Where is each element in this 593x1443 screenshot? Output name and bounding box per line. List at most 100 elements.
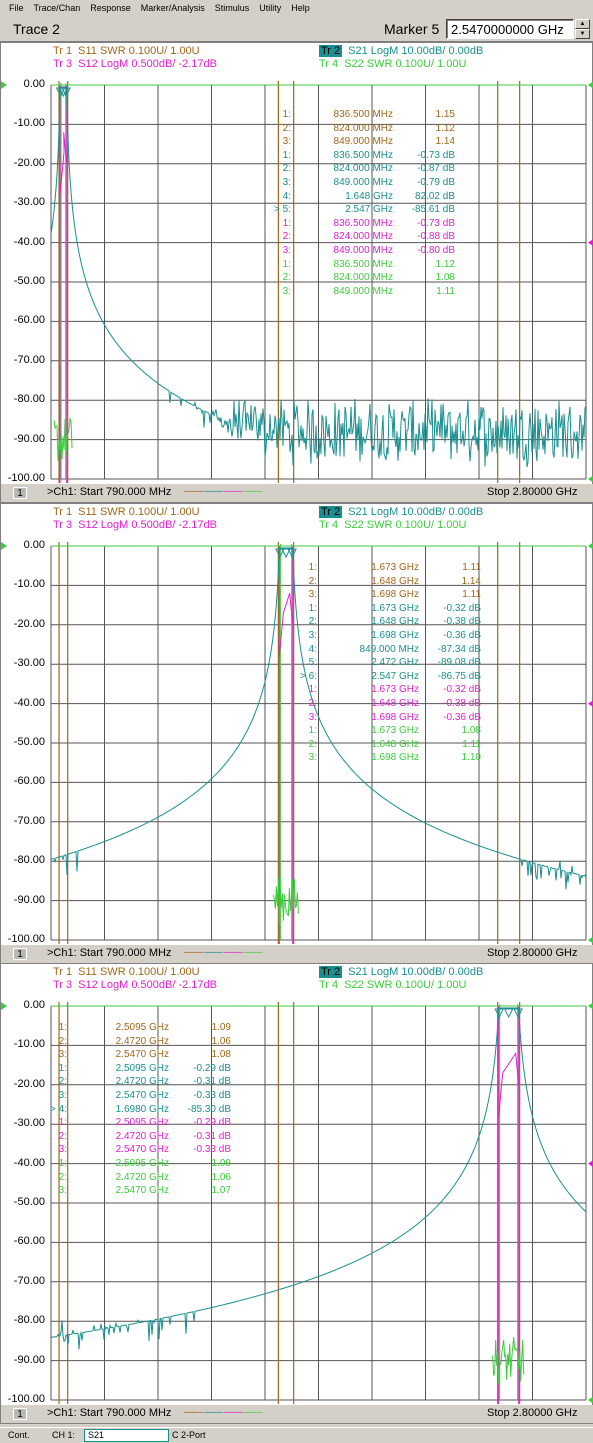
marker-readout-row: > 4: 1.6980 GHz -85.30 dB [39, 1104, 231, 1115]
trace-header-tr4[interactable]: Tr 4 S22 SWR 0.100U/ 1.00U [319, 979, 466, 991]
marker-frequency: 2.5470 GHz [115, 1049, 169, 1061]
trace-name: Tr 2 [319, 966, 343, 978]
marker-number: 2: [58, 1130, 67, 1142]
trace-panel-1[interactable]: Tr 1 S11 SWR 0.100U/ 1.00U Tr 2 S21 LogM 10… [0, 42, 593, 503]
marker-value: 1.10 [461, 752, 481, 764]
marker-readout-row: 1: 2.5095 GHz 1.09 [39, 1022, 231, 1033]
marker-readout-row: 1: 1.673 GHz 1.11 [289, 562, 481, 573]
marker-frequency: 849.000 MHz [359, 643, 419, 655]
channel-footer: 1 >Ch1: Start 790.000 MHz —— —— —— —— Stop … [1, 1405, 593, 1423]
menu-marker-analysis[interactable]: Marker/Analysis [140, 3, 205, 13]
marker-number: 3: [308, 752, 317, 764]
trace-plot[interactable] [1, 43, 593, 504]
marker-number: 1: [282, 217, 291, 229]
marker-frequency: 1.6980 GHz [115, 1103, 169, 1115]
marker-value: 1.11 [462, 562, 481, 573]
trace-header-tr1[interactable]: Tr 1 S11 SWR 0.100U/ 1.00U [53, 45, 200, 57]
marker-number: 3: [308, 711, 317, 723]
trace-plot[interactable] [1, 504, 593, 965]
trace-header-tr3[interactable]: Tr 3 S12 LogM 0.500dB/ -2.17dB [53, 519, 217, 531]
y-tick-label: -50.00 [13, 736, 45, 748]
marker-value: -0.32 dB [443, 684, 481, 696]
menu-trace-chan[interactable]: Trace/Chan [33, 3, 81, 13]
marker-readout-row: 1: 836.500 MHz -0.73 dB [263, 218, 455, 229]
menu-help[interactable]: Help [291, 3, 310, 13]
marker-frequency: 1.648 GHz [371, 575, 419, 587]
marker-readout-row: 3: 849.000 MHz -0.79 dB [263, 177, 455, 188]
stop-frequency[interactable]: Stop 2.80000 GHz [487, 1407, 578, 1419]
trace-param: S11 SWR 0.100U/ 1.00U [78, 966, 200, 978]
marker-readout-row: 1: 1.673 GHz -0.32 dB [289, 603, 481, 614]
marker-spinner[interactable]: ▲ ▼ [575, 19, 590, 39]
marker-value: -0.73 dB [417, 149, 455, 161]
ref-arrow-icon [588, 475, 593, 483]
menu-stimulus[interactable]: Stimulus [214, 3, 250, 13]
start-frequency[interactable]: >Ch1: Start 790.000 MHz [47, 947, 172, 959]
menu-response[interactable]: Response [90, 3, 131, 13]
menu-utility[interactable]: Utility [259, 3, 282, 13]
marker-number: 1: [308, 684, 317, 696]
trace-header-tr2[interactable]: Tr 2 S21 LogM 10.00dB/ 0.00dB [319, 966, 483, 978]
trace-param: S22 SWR 0.100U/ 1.00U [344, 519, 467, 531]
y-tick-label: -60.00 [13, 775, 45, 788]
trace-header-tr3[interactable]: Tr 3 S12 LogM 0.500dB/ -2.17dB [53, 979, 217, 991]
stop-frequency[interactable]: Stop 2.80000 GHz [487, 947, 578, 959]
marker-readout-row: 4: 849.000 MHz -87.34 dB [289, 644, 481, 655]
marker-frequency: 2.5470 GHz [115, 1185, 169, 1197]
marker-frequency: 2.4720 GHz [115, 1171, 169, 1183]
marker-frequency: 836.500 MHz [333, 217, 393, 229]
trace-name: Tr 4 [319, 979, 339, 991]
marker-value-input[interactable]: 2.5470000000 GHz [446, 19, 574, 39]
marker-number: 2: [58, 1035, 67, 1047]
spin-down-icon[interactable]: ▼ [575, 29, 590, 39]
y-tick-label: -30.00 [13, 1117, 45, 1130]
spin-up-icon[interactable]: ▲ [575, 19, 590, 29]
start-frequency[interactable]: >Ch1: Start 790.000 MHz [47, 1407, 172, 1419]
marker-triangle [494, 1008, 505, 1019]
status-param[interactable]: S21 [84, 1429, 169, 1442]
marker-number: 2: [58, 1171, 67, 1183]
marker-value: 1.12 [435, 258, 455, 270]
marker-value: -0.87 dB [417, 163, 455, 175]
marker-frequency: 824.000 MHz [333, 272, 393, 284]
y-tick-label: -50.00 [13, 1196, 45, 1208]
trace-name: Tr 3 [53, 58, 73, 70]
marker-value: -0.73 dB [417, 217, 455, 229]
trace-param: S21 LogM 10.00dB/ 0.00dB [348, 506, 484, 518]
trace-header-tr3[interactable]: Tr 3 S12 LogM 0.500dB/ -2.17dB [53, 58, 217, 70]
trace-param: S12 LogM 0.500dB/ -2.17dB [78, 58, 217, 70]
marker-readout-row: 3: 2.5470 GHz 1.07 [39, 1185, 231, 1196]
y-tick-label: 0.00 [23, 999, 45, 1011]
y-tick-label: 0.00 [23, 78, 45, 90]
trace-header-tr4[interactable]: Tr 4 S22 SWR 0.100U/ 1.00U [319, 519, 466, 531]
trace-header-tr4[interactable]: Tr 4 S22 SWR 0.100U/ 1.00U [319, 58, 466, 70]
ref-arrow-icon [588, 700, 593, 707]
marker-number: 4: [282, 190, 291, 202]
status-mode: Cont. [8, 1430, 30, 1440]
trace-panel-3[interactable]: Tr 1 S11 SWR 0.100U/ 1.00U Tr 2 S21 LogM 10… [0, 963, 593, 1424]
trace-plot[interactable] [1, 964, 593, 1425]
channel-number[interactable]: 1 [13, 1408, 27, 1420]
marker-readout-row: 1: 2.5095 GHz -0.29 dB [39, 1063, 231, 1074]
channel-number[interactable]: 1 [13, 487, 27, 499]
menu-bar: File Trace/Chan Response Marker/Analysis… [0, 0, 593, 16]
trace-header-tr2[interactable]: Tr 2 S21 LogM 10.00dB/ 0.00dB [319, 45, 483, 57]
channel-number[interactable]: 1 [13, 948, 27, 960]
trace-header-tr1[interactable]: Tr 1 S11 SWR 0.100U/ 1.00U [53, 966, 200, 978]
y-tick-label: -90.00 [13, 1353, 45, 1366]
start-frequency[interactable]: >Ch1: Start 790.000 MHz [47, 486, 172, 498]
marker-value: -86.75 dB [437, 670, 481, 682]
marker-value: 1.07 [211, 1185, 231, 1197]
trace-header-tr1[interactable]: Tr 1 S11 SWR 0.100U/ 1.00U [53, 506, 200, 518]
y-tick-label: -90.00 [13, 893, 45, 906]
menu-file[interactable]: File [9, 3, 24, 13]
trace-header-tr2[interactable]: Tr 2 S21 LogM 10.00dB/ 0.00dB [319, 506, 483, 518]
stop-frequency[interactable]: Stop 2.80000 GHz [487, 486, 578, 498]
marker-frequency: 2.5095 GHz [115, 1117, 169, 1129]
marker-readout-row: 3: 849.000 MHz 1.14 [263, 136, 455, 147]
trace-name: Tr 3 [53, 519, 73, 531]
marker-number: 1: [308, 725, 317, 737]
trace-param: S12 LogM 0.500dB/ -2.17dB [78, 519, 217, 531]
trace-panel-2[interactable]: Tr 1 S11 SWR 0.100U/ 1.00U Tr 2 S21 LogM 10… [0, 503, 593, 964]
y-tick-label: -60.00 [13, 314, 45, 327]
